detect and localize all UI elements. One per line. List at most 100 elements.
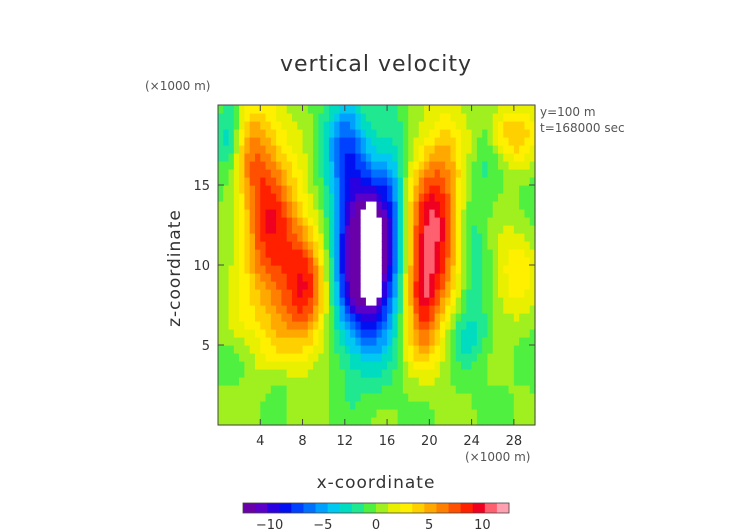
heatmap-cell [429,313,436,322]
heatmap-cell [387,361,393,370]
heatmap-cell [482,129,489,138]
heatmap-cell [249,377,256,386]
heatmap-cell [471,289,478,298]
heatmap-cell [429,409,436,418]
heatmap-cell [392,297,399,306]
heatmap-cell [297,201,304,210]
heatmap-cell [519,169,526,178]
heatmap-cell [302,337,309,346]
heatmap-cell [360,289,367,298]
heatmap-cell [498,185,504,194]
heatmap-cell [466,145,473,154]
heatmap-cell [529,321,536,330]
heatmap-cell [434,225,441,234]
heatmap-cell [434,289,441,298]
heatmap-cell [218,369,224,378]
heatmap-cell [387,145,393,154]
heatmap-cell [387,161,393,170]
heatmap-cell [350,361,356,370]
heatmap-cell [244,105,251,114]
heatmap-cell [270,305,277,314]
heatmap-cell [492,369,499,378]
heatmap-cell [365,273,372,282]
heatmap-cell [498,193,504,202]
heatmap-cell [466,185,473,194]
heatmap-cell [429,353,436,362]
heatmap-cell [461,105,467,114]
heatmap-cell [355,177,362,186]
heatmap-cell [381,121,388,130]
heatmap-cell [498,401,504,410]
heatmap-cell [339,105,346,114]
heatmap-cell [503,409,510,418]
heatmap-cell [376,377,383,386]
heatmap-cell [344,289,351,298]
heatmap-cell [313,281,319,290]
heatmap-cell [408,401,415,410]
heatmap-cell [313,417,319,426]
heatmap-cell [276,409,282,418]
heatmap-cell [249,345,256,354]
heatmap-cell [434,345,441,354]
heatmap-cell [355,193,362,202]
heatmap-cell [461,113,467,122]
heatmap-cell [519,265,526,274]
heatmap-cell [392,377,399,386]
heatmap-cell [471,217,478,226]
heatmap-cell [471,201,478,210]
heatmap-cell [466,361,473,370]
heatmap-cell [471,385,478,394]
heatmap-cell [476,385,483,394]
heatmap-cell [503,169,510,178]
heatmap-cell [360,217,367,226]
heatmap-cell [260,337,267,346]
heatmap-cell [350,121,356,130]
heatmap-cell [392,249,399,258]
heatmap-cell [281,377,288,386]
heatmap-cell [466,113,473,122]
heatmap-cell [429,121,436,130]
heatmap-cell [334,249,341,258]
heatmap-cell [508,401,515,410]
heatmap-cell [318,369,325,378]
heatmap-cell [381,281,388,290]
heatmap-cell [276,265,282,274]
heatmap-cell [418,353,425,362]
heatmap-cell [439,377,446,386]
heatmap-cell [281,297,288,306]
heatmap-cell [223,201,230,210]
heatmap-cell [424,137,430,146]
heatmap-cell [439,361,446,370]
heatmap-cell [476,409,483,418]
heatmap-cell [455,345,462,354]
heatmap-cell [270,369,277,378]
heatmap-cell [402,193,409,202]
heatmap-cell [254,161,261,170]
heatmap-cell [228,249,235,258]
colorbar-tick-label: −5 [313,518,332,532]
heatmap-cell [492,297,499,306]
heatmap-cell [318,321,325,330]
heatmap-cell [360,121,367,130]
heatmap-cell [334,201,341,210]
heatmap-cell [244,249,251,258]
heatmap-cell [487,321,494,330]
heatmap-cell [424,417,430,426]
heatmap-cell [529,401,536,410]
heatmap-cell [281,273,288,282]
heatmap-cell [439,417,446,426]
heatmap-cell [471,305,478,314]
heatmap-cell [376,161,383,170]
heatmap-cell [503,401,510,410]
heatmap-cell [328,145,335,154]
heatmap-cell [307,353,314,362]
heatmap-cell [408,369,415,378]
heatmap-cell [228,393,235,402]
heatmap-cell [291,329,298,338]
heatmap-cell [260,369,267,378]
heatmap-cell [350,393,356,402]
heatmap-cell [344,385,351,394]
heatmap-cell [413,321,420,330]
heatmap-cell [498,409,504,418]
heatmap-cell [223,193,230,202]
